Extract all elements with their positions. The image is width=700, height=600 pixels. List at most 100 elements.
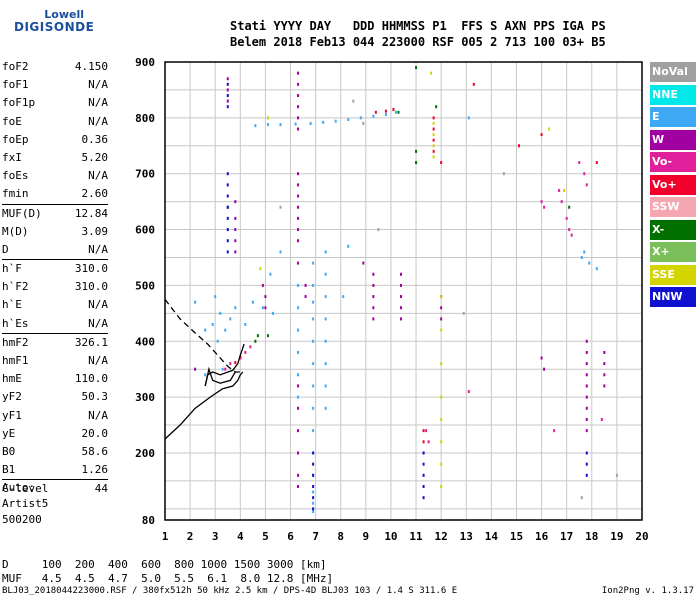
echo-point [234, 228, 237, 232]
x-tick-label: 8 [337, 530, 344, 543]
echo-point [585, 417, 588, 421]
echo-point [440, 317, 443, 321]
legend-item-ssw: SSW [650, 197, 696, 217]
x-tick-label: 11 [409, 530, 423, 543]
echo-point [583, 250, 586, 254]
echo-point [226, 205, 229, 209]
echo-point [568, 205, 571, 209]
echo-point [297, 127, 300, 131]
param-row: hmE 110.0 [2, 370, 108, 388]
echo-point [226, 99, 229, 103]
x-tick-label: 1 [162, 530, 169, 543]
echo-point [261, 283, 264, 287]
echo-point [440, 395, 443, 399]
param-name: h`F [2, 262, 22, 276]
echo-point [226, 239, 229, 243]
echo-point [297, 429, 300, 433]
param-name: C-level [2, 482, 49, 496]
param-value: 110.0 [74, 372, 108, 386]
echo-point [432, 138, 435, 142]
echo-point [251, 300, 254, 304]
echo-point [440, 295, 443, 299]
echo-point [266, 334, 269, 338]
echo-point [372, 295, 375, 299]
echo-point [226, 216, 229, 220]
echo-point [583, 172, 586, 176]
echo-point [204, 328, 207, 332]
echo-point [256, 334, 259, 338]
echo-point [234, 360, 237, 364]
echo-point [432, 144, 435, 148]
echo-point [440, 328, 443, 332]
echo-point [565, 216, 568, 220]
param-row: foE N/A [2, 113, 108, 131]
echo-point [432, 149, 435, 153]
y-tick-label: 200 [135, 447, 155, 460]
echo-point [297, 194, 300, 198]
echo-point [309, 121, 312, 125]
echo-point [294, 122, 297, 126]
echo-point [259, 267, 262, 271]
echo-point [226, 88, 229, 92]
echo-point [399, 272, 402, 276]
param-row: B0 58.6 [2, 443, 108, 461]
echo-point [399, 295, 402, 299]
y-tick-label: 300 [135, 391, 155, 404]
echo-point [440, 484, 443, 488]
param-value: N/A [88, 78, 108, 92]
echo-point [570, 233, 573, 237]
param-name: B0 [2, 444, 16, 458]
muf-distance-row: D 100 200 400 600 800 1000 1500 3000 [km… [2, 558, 327, 571]
echo-point [297, 261, 300, 265]
echo-point [580, 255, 583, 259]
echo-point [224, 367, 227, 371]
x-tick-label: 4 [237, 530, 244, 543]
param-value: 4.150 [74, 60, 108, 73]
echo-point [585, 451, 588, 455]
echo-point [226, 94, 229, 98]
x-tick-label: 16 [535, 530, 549, 543]
echo-point [297, 94, 300, 98]
echo-point [297, 484, 300, 488]
echo-point [540, 200, 543, 204]
echo-point [399, 306, 402, 310]
echo-point [603, 373, 606, 377]
echo-point [585, 339, 588, 343]
echo-point [578, 161, 581, 165]
echo-point [543, 367, 546, 371]
y-tick-label: 600 [135, 224, 155, 237]
param-row: hmF2 326.1 [2, 334, 108, 352]
echo-point [226, 77, 229, 81]
echo-point [229, 317, 232, 321]
echo-point [540, 356, 543, 360]
y-tick-label: 700 [135, 168, 155, 181]
echo-point [194, 300, 197, 304]
echo-point [312, 496, 315, 500]
echo-point [430, 71, 433, 75]
param-row: fxI 5.20 [2, 149, 108, 167]
echo-point [603, 350, 606, 354]
echo-point [297, 406, 300, 410]
echo-point [264, 295, 267, 299]
echo-point [266, 123, 269, 127]
x-tick-label: 12 [435, 530, 448, 543]
echo-point [297, 473, 300, 477]
param-row: yF1 N/A [2, 407, 108, 425]
echo-point [372, 114, 375, 118]
y-tick-label: 80 [142, 514, 155, 527]
x-tick-label: 6 [287, 530, 294, 543]
param-value: N/A [88, 242, 108, 256]
x-tick-label: 9 [363, 530, 370, 543]
echo-point [384, 113, 387, 117]
x-tick-label: 7 [312, 530, 319, 543]
param-name: MUF(D) [2, 206, 42, 220]
param-value: N/A [88, 114, 108, 128]
param-value: 0.36 [81, 132, 109, 146]
echo-point [422, 484, 425, 488]
echo-point [372, 306, 375, 310]
echo-point [432, 155, 435, 159]
echo-point [234, 239, 237, 243]
param-name: yE [2, 426, 16, 440]
echo-point [585, 462, 588, 466]
echo-point [432, 121, 435, 125]
